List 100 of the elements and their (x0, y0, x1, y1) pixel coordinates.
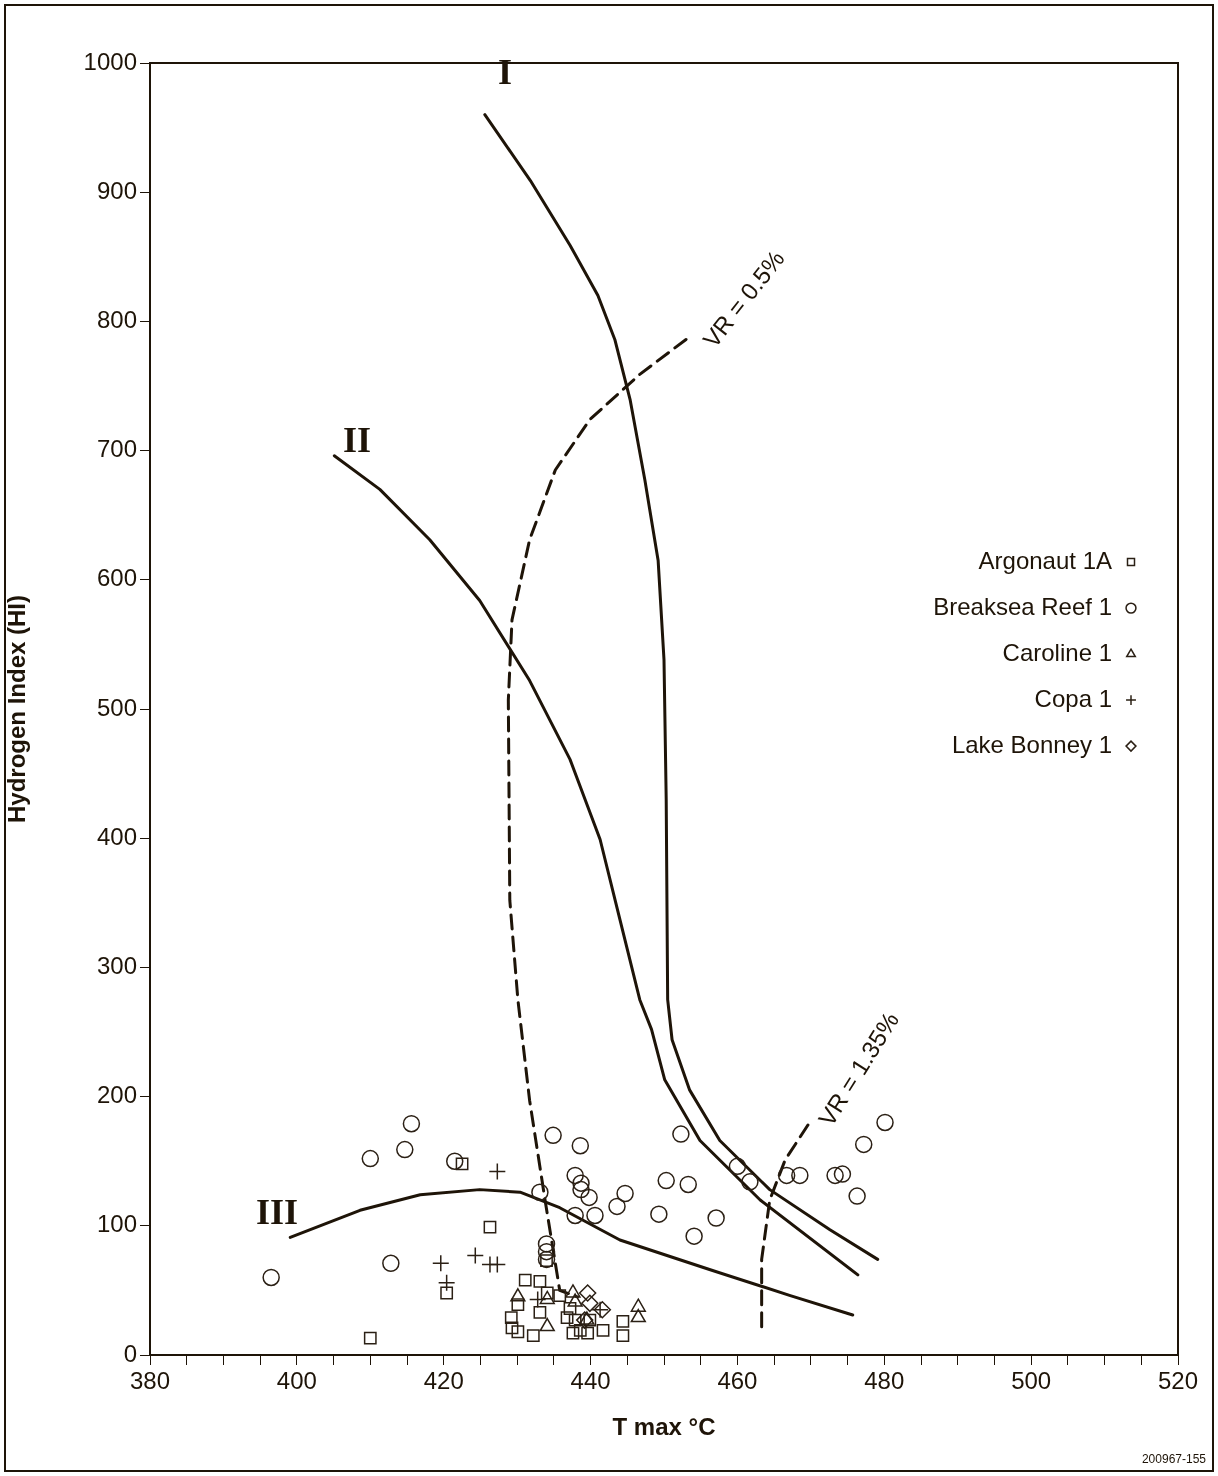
text: 200967-155 (1141, 1452, 1206, 1466)
point (571, 1136, 590, 1155)
point (616, 1329, 630, 1343)
point (848, 1187, 866, 1205)
point (396, 1140, 414, 1159)
point (518, 1273, 532, 1287)
point (531, 1183, 549, 1201)
y-tick-label: 1000 (83, 47, 137, 75)
point (728, 1157, 747, 1176)
annotation: II (342, 420, 372, 461)
point (833, 1165, 852, 1183)
point (630, 1298, 646, 1312)
point (575, 1311, 594, 1329)
point (510, 1288, 526, 1302)
point (466, 1246, 485, 1265)
point (566, 1206, 584, 1225)
y-tick-label: 900 (96, 176, 137, 204)
point (539, 1290, 555, 1305)
point (553, 1289, 567, 1302)
annotation: III (255, 1192, 299, 1233)
y-tick-label: 200 (96, 1081, 137, 1109)
point (563, 1302, 577, 1315)
point (437, 1273, 456, 1292)
point (572, 1180, 590, 1199)
y-tick-label: 0 (123, 1339, 137, 1367)
legend-label: Argonaut 1A (978, 546, 1112, 574)
legend-label: Copa 1 (1034, 684, 1112, 712)
point (537, 1250, 556, 1269)
x-tick-label: 400 (276, 1367, 317, 1395)
point (440, 1286, 454, 1300)
point (537, 1235, 556, 1253)
point (854, 1135, 873, 1154)
point (586, 1206, 604, 1225)
point (650, 1205, 668, 1223)
point (262, 1268, 280, 1287)
point (679, 1175, 697, 1194)
point (505, 1321, 519, 1335)
x-tick-label: 440 (570, 1367, 611, 1395)
point (581, 1326, 595, 1340)
point (777, 1166, 796, 1185)
point (363, 1331, 377, 1345)
point (528, 1290, 547, 1309)
point (616, 1184, 634, 1203)
point (579, 1311, 595, 1325)
x-tick-label: 480 (864, 1367, 905, 1395)
point (876, 1113, 894, 1132)
point (566, 1166, 584, 1185)
point (581, 1294, 599, 1313)
y-tick-label: 400 (96, 822, 137, 850)
point (544, 1126, 562, 1145)
point (672, 1125, 690, 1143)
y-tick-label: 800 (96, 306, 137, 334)
point (572, 1174, 590, 1192)
point (483, 1220, 497, 1234)
point (488, 1255, 507, 1274)
point (568, 1313, 582, 1327)
x-tick-label: 380 (129, 1367, 171, 1395)
y-tick-label: 300 (96, 952, 137, 980)
point (578, 1284, 597, 1302)
point (361, 1149, 380, 1168)
y-tick-label: 500 (96, 693, 137, 721)
point (596, 1324, 610, 1337)
point (657, 1171, 675, 1190)
legend-label: Lake Bonney 1 (951, 730, 1112, 758)
point (382, 1254, 400, 1273)
point (565, 1284, 581, 1298)
x-tick-label: 500 (1011, 1367, 1052, 1395)
legend-label: Caroline 1 (1002, 638, 1112, 666)
point (537, 1242, 556, 1261)
point (533, 1274, 547, 1288)
y-tick-label: 100 (96, 1210, 137, 1238)
point (488, 1162, 507, 1181)
point (608, 1197, 626, 1216)
legend-label: Breaksea Reef 1 (933, 592, 1112, 620)
point (560, 1311, 574, 1324)
point (511, 1325, 525, 1339)
x-tick-label: 520 (1157, 1367, 1199, 1395)
point (685, 1227, 703, 1245)
y-axis-title: Hydrogen Index (HI) (3, 594, 31, 824)
point (511, 1298, 525, 1312)
point (791, 1166, 809, 1185)
point (741, 1173, 759, 1191)
point (455, 1157, 469, 1171)
x-tick-label: 460 (717, 1367, 758, 1395)
point (566, 1326, 580, 1340)
point (539, 1317, 555, 1332)
point (707, 1209, 725, 1227)
point (533, 1305, 547, 1319)
point (616, 1315, 630, 1328)
x-axis-title: T max °C (612, 1413, 716, 1441)
point (540, 1286, 554, 1300)
point (567, 1293, 583, 1307)
point (573, 1324, 587, 1337)
x-tick-label: 420 (423, 1367, 464, 1395)
point (526, 1329, 540, 1343)
point (580, 1188, 598, 1207)
point (826, 1166, 844, 1185)
point (402, 1114, 421, 1133)
point (504, 1311, 518, 1324)
point (445, 1152, 464, 1170)
